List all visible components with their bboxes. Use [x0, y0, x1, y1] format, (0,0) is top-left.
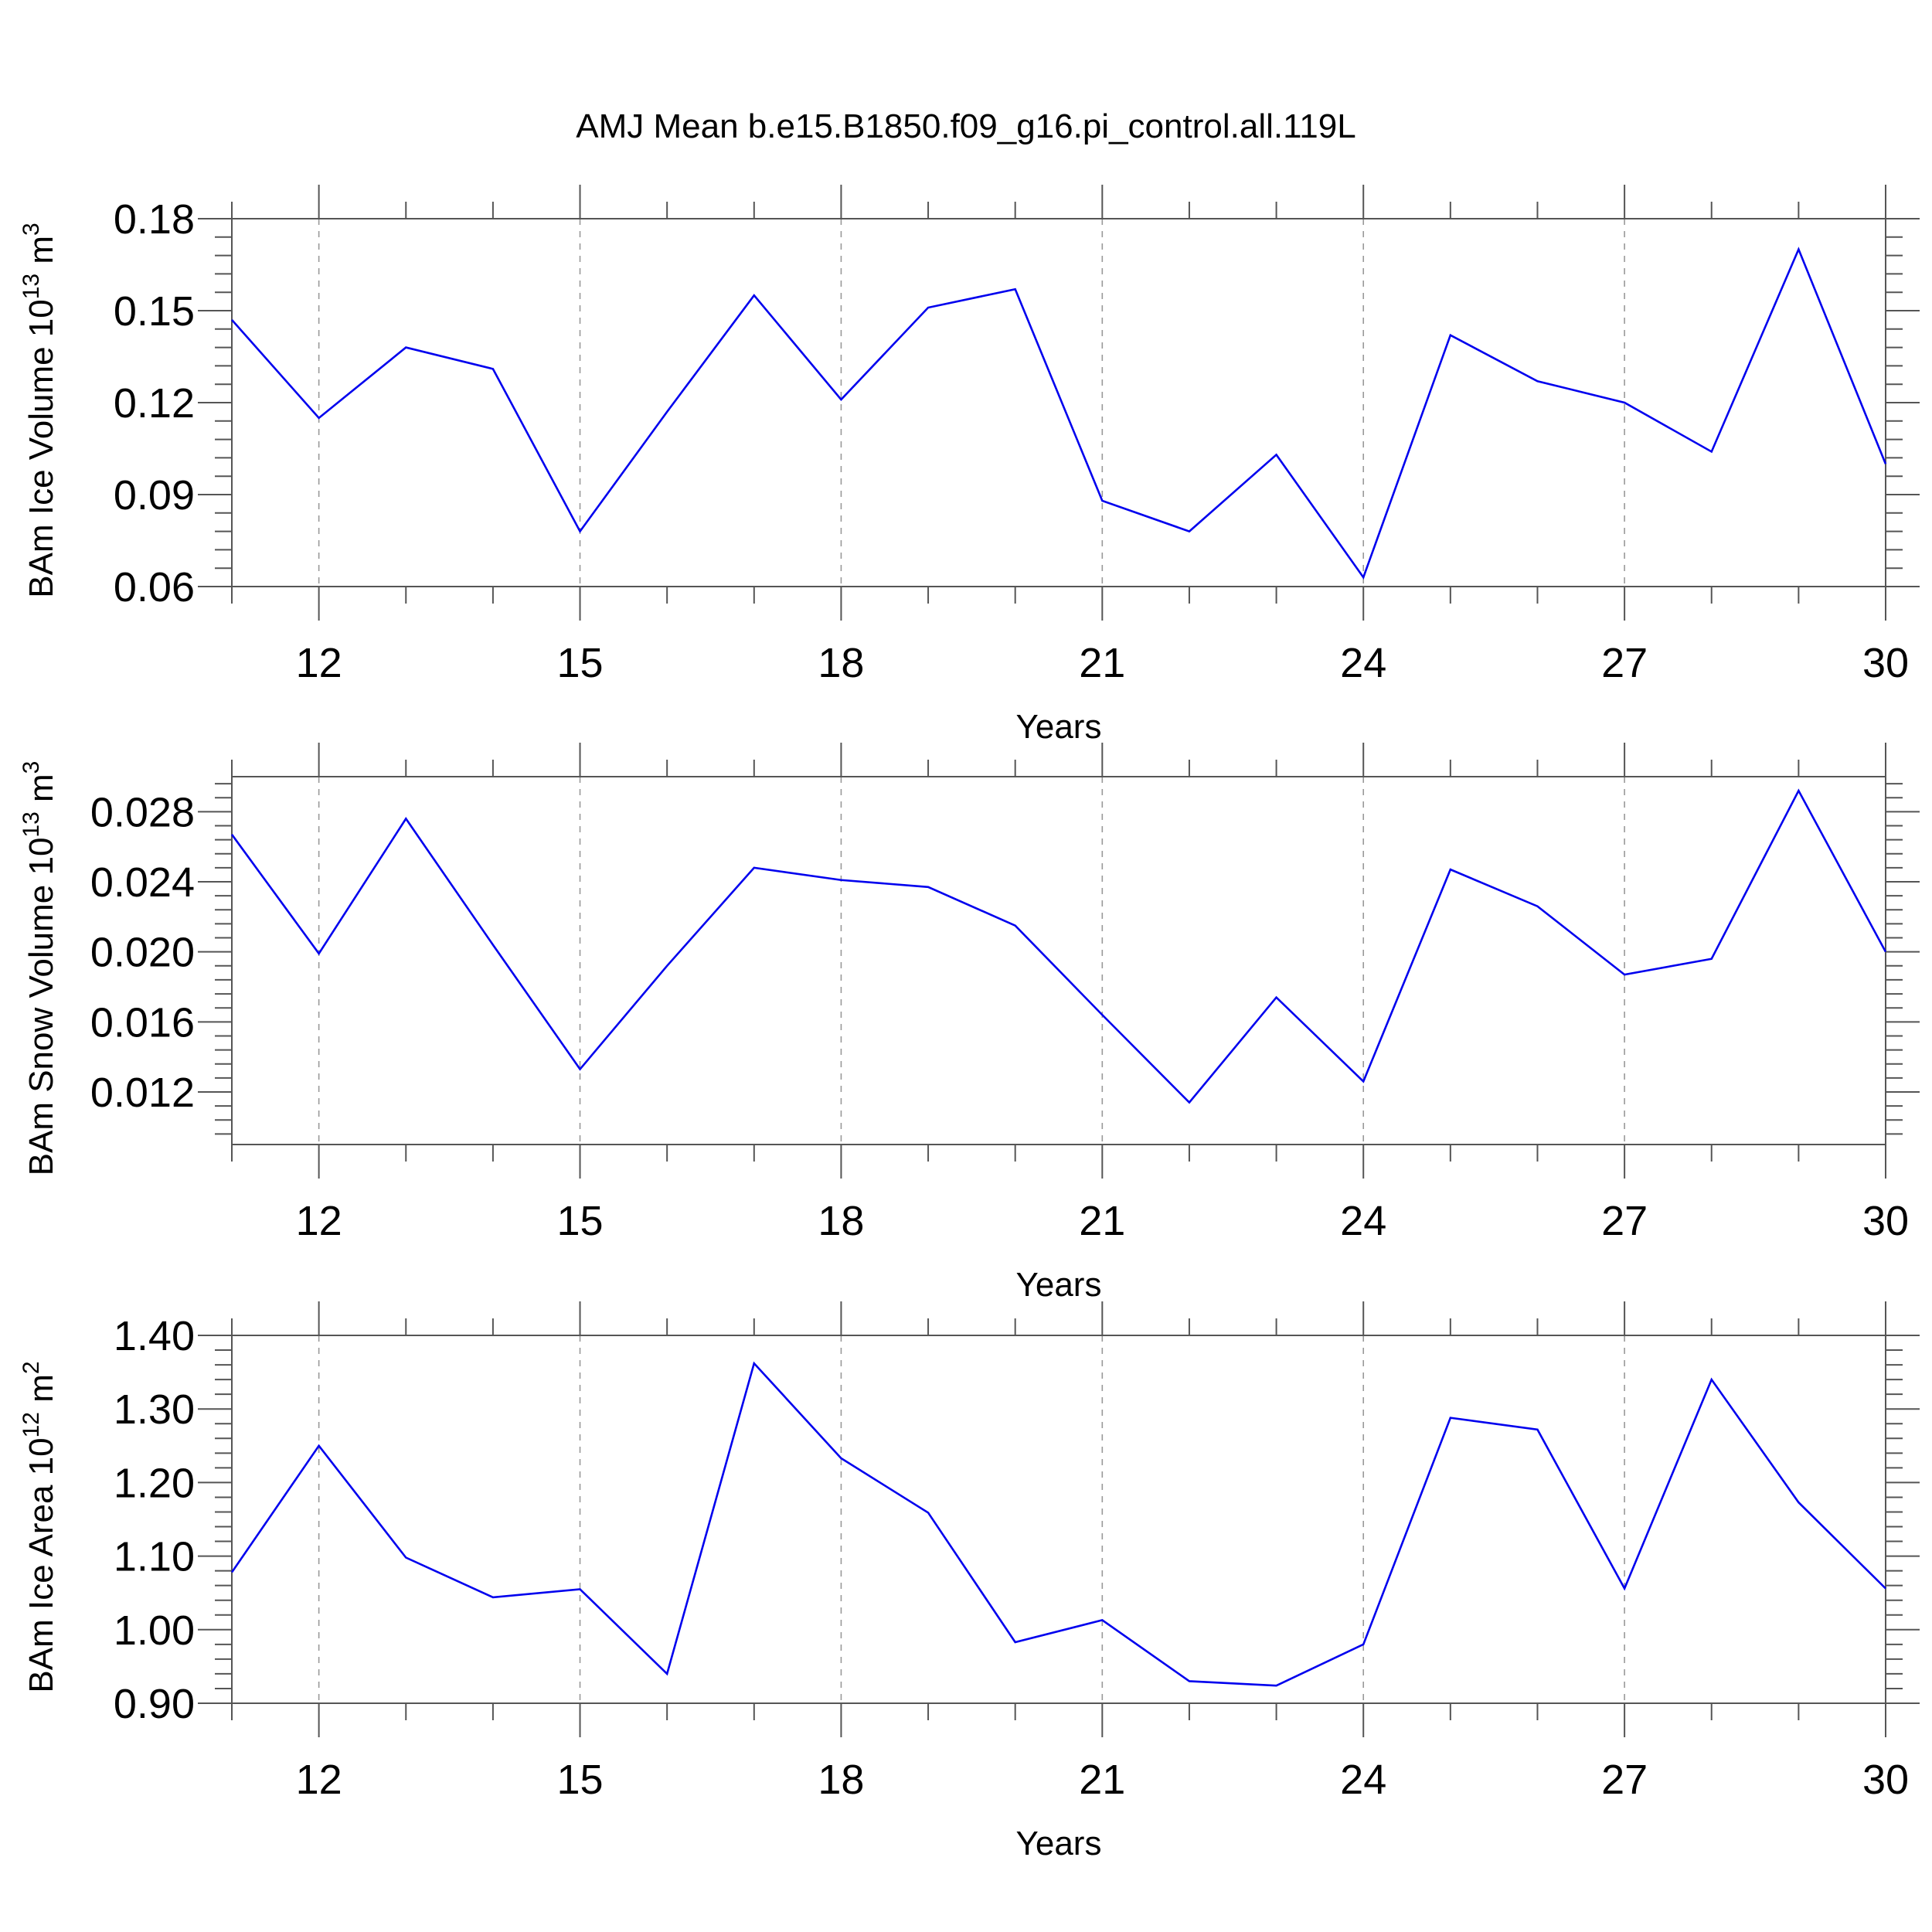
y-tick-label: 0.012	[90, 1070, 195, 1116]
x-tick-label: 21	[1079, 1757, 1125, 1803]
x-axis-title: Years	[1016, 1266, 1102, 1304]
y-tick-label: 0.06	[114, 564, 195, 611]
panel-2: 0.012 0.016 0.020 0.024 0.028 12 15 18 21 24 27 30 Y…	[19, 743, 1920, 1304]
y-tick-label: 0.016	[90, 999, 195, 1046]
y-tick-label: 0.12	[114, 380, 195, 427]
x-tick-label: 24	[1340, 1757, 1386, 1803]
y-axis-title: BAm Ice Volume 1013 m3	[19, 223, 60, 597]
chart-title: AMJ Mean b.e15.B1850.f09_g16.pi_control.…	[576, 107, 1355, 145]
series-line	[230, 788, 1887, 1104]
x-tick-label: 24	[1340, 1198, 1386, 1244]
y-tick-label: 0.09	[114, 472, 195, 519]
x-tick-label: 30	[1862, 1198, 1909, 1244]
x-tick-label: 15	[556, 640, 603, 686]
x-tick-label: 18	[818, 1757, 864, 1803]
x-tick-label: 24	[1340, 640, 1386, 686]
y-tick-label: 1.00	[114, 1607, 195, 1654]
x-tick-label: 30	[1862, 640, 1909, 686]
x-tick-label: 12	[296, 640, 342, 686]
x-axis-title: Years	[1016, 708, 1102, 746]
y-tick-label: 0.15	[114, 288, 195, 335]
x-tick-label: 27	[1601, 1757, 1648, 1803]
y-tick-label: 1.40	[114, 1313, 195, 1359]
y-tick-label: 1.20	[114, 1460, 195, 1506]
y-tick-label: 0.028	[90, 789, 195, 835]
x-axis-title: Years	[1016, 1825, 1102, 1862]
series-line	[230, 1361, 1886, 1687]
x-tick-label: 18	[818, 1198, 864, 1244]
panel-1: 0.06 0.09 0.12 0.15 0.18 12 15 18 21 24 27 30 Years B…	[19, 185, 1920, 746]
x-tick-label: 18	[818, 640, 864, 686]
x-tick-label: 21	[1079, 1198, 1125, 1244]
plot-frame	[231, 1335, 1886, 1704]
x-tick-label: 21	[1079, 640, 1125, 686]
x-tick-label: 27	[1601, 1198, 1648, 1244]
y-tick-label: 0.020	[90, 930, 195, 976]
y-axis-title: BAm Ice Area 1012 m2	[19, 1361, 60, 1692]
x-tick-label: 15	[556, 1198, 603, 1244]
y-tick-label: 0.024	[90, 859, 195, 906]
x-tick-label: 27	[1601, 640, 1648, 686]
y-tick-label: 1.30	[114, 1386, 195, 1433]
plot-frame	[231, 218, 1886, 587]
x-tick-label: 30	[1862, 1757, 1909, 1803]
y-axis-title: BAm Snow Volume 1013 m3	[19, 761, 60, 1176]
x-tick-label: 12	[296, 1757, 342, 1803]
x-tick-label: 15	[556, 1757, 603, 1803]
panel-3: 0.90 1.00 1.10 1.20 1.30 1.40 12 15 18 21 24 27 30 Ye…	[19, 1301, 1920, 1862]
y-tick-label: 0.18	[114, 196, 195, 243]
y-tick-label: 0.90	[114, 1681, 195, 1727]
x-tick-label: 12	[296, 1198, 342, 1244]
y-tick-label: 1.10	[114, 1534, 195, 1580]
plot-frame	[231, 776, 1886, 1145]
series-line	[231, 247, 1887, 580]
